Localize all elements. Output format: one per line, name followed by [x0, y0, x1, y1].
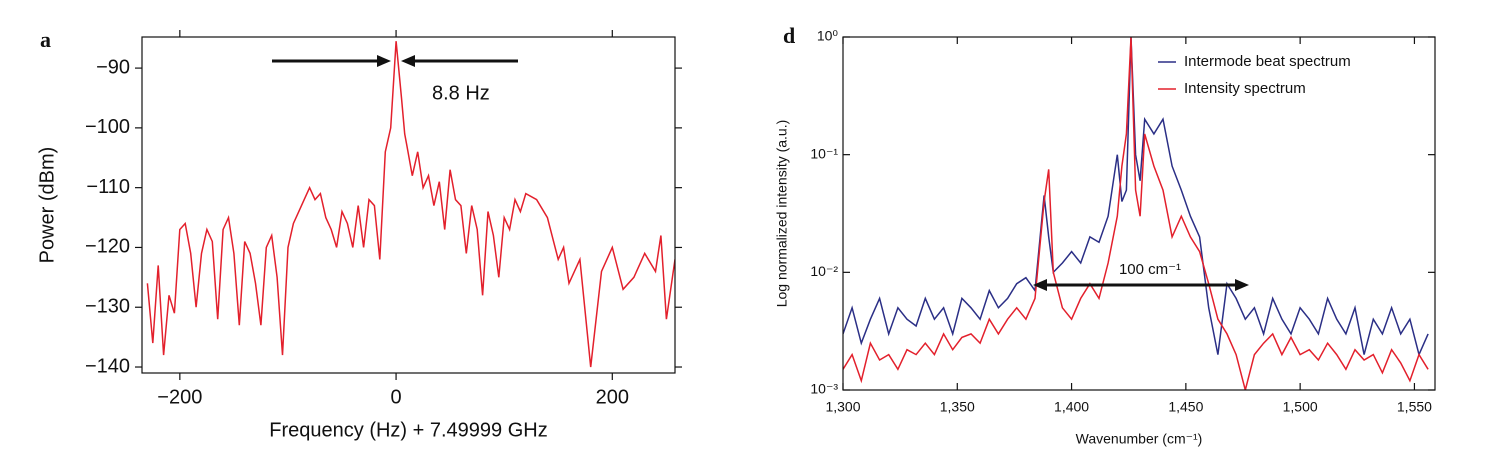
arrowhead [1235, 279, 1249, 291]
annotation: 8.8 Hz [432, 82, 490, 104]
arrowhead [401, 55, 415, 67]
x-tick-label: −200 [157, 386, 202, 408]
arrowhead [1033, 279, 1047, 291]
y-axis-label: Log normalized intensity (a.u.) [774, 120, 790, 308]
y-tick-label: −90 [96, 56, 130, 78]
plot-frame [842, 36, 1436, 391]
y-tick-label: 10⁰ [817, 28, 839, 44]
x-tick-label: 1,500 [1283, 399, 1318, 415]
y-tick-label: −110 [86, 176, 130, 198]
x-tick-label: 1,550 [1397, 399, 1432, 415]
y-tick-label: −130 [85, 296, 130, 318]
y-tick-label: −140 [85, 355, 130, 377]
y-tick-label: 10⁻³ [810, 381, 838, 397]
y-axis-label: Power (dBm) [36, 147, 58, 264]
x-tick-label: 1,300 [825, 399, 860, 415]
arrowhead [377, 55, 391, 67]
x-tick-label: 1,350 [940, 399, 975, 415]
x-axis-label: Frequency (Hz) + 7.49999 GHz [269, 419, 547, 441]
data-line [843, 37, 1429, 390]
y-tick-label: −100 [85, 116, 130, 138]
y-tick-label: 10⁻¹ [810, 145, 838, 161]
x-axis-label: Wavenumber (cm⁻¹) [1076, 431, 1203, 447]
legend-label: Intermode beat spectrum [1184, 53, 1351, 70]
y-tick-label: −120 [85, 236, 130, 258]
x-tick-label: 200 [596, 386, 629, 408]
data-line [146, 41, 675, 368]
data-line [843, 37, 1429, 357]
panel-label: d [783, 23, 795, 48]
plot-frame [141, 36, 676, 374]
x-tick-label: 1,400 [1054, 399, 1089, 415]
panel-label: a [40, 27, 51, 52]
legend-label: Intensity spectrum [1184, 80, 1306, 97]
annotation: 100 cm⁻¹ [1119, 261, 1181, 278]
y-tick-label: 10⁻² [810, 263, 838, 279]
x-tick-label: 0 [391, 386, 402, 408]
x-tick-label: 1,450 [1168, 399, 1203, 415]
